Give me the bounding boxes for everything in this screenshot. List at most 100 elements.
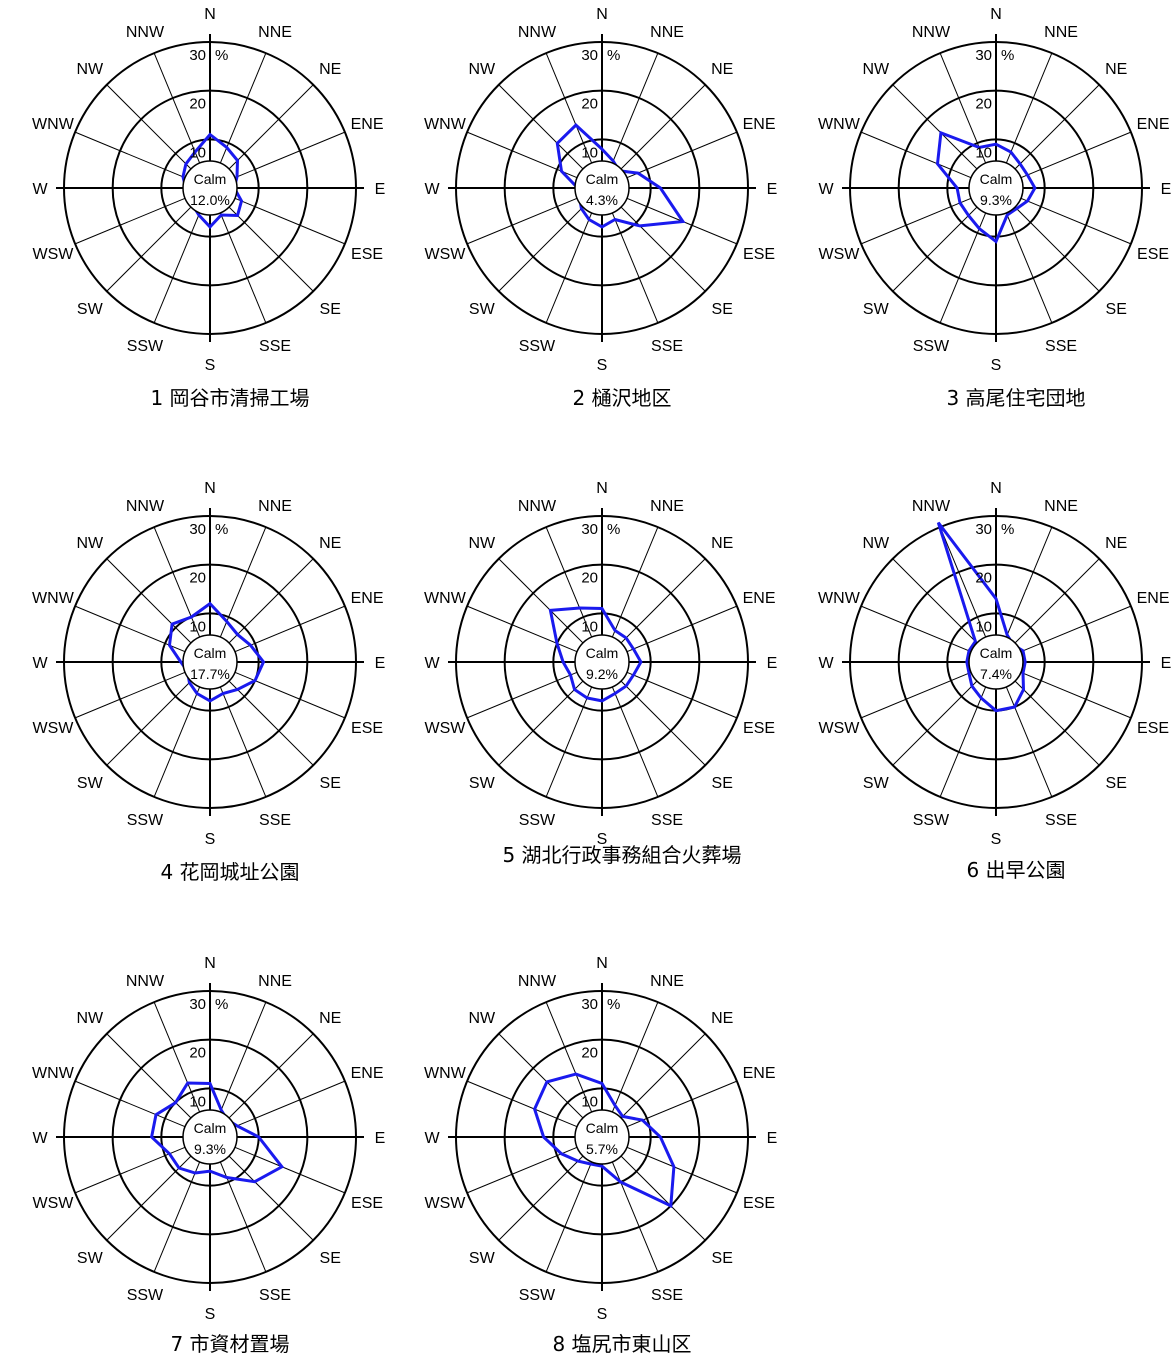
direction-label: WSW (33, 720, 75, 737)
spoke-line (1005, 526, 1053, 638)
ring-circle (946, 138, 1046, 238)
spoke-line (234, 1146, 346, 1194)
spoke-line (153, 52, 201, 164)
spoke-line (620, 84, 706, 170)
spoke-line (860, 671, 972, 719)
direction-label: SW (77, 301, 104, 318)
direction-label: NNE (650, 973, 684, 990)
spoke-line (860, 131, 972, 179)
direction-label: SW (469, 1250, 496, 1267)
spoke-line (1014, 206, 1100, 292)
direction-label: SSW (127, 1287, 164, 1304)
spoke-line (498, 84, 584, 170)
direction-label: SSE (1045, 812, 1077, 829)
direction-label: N (990, 480, 1002, 497)
spoke-line (74, 197, 186, 245)
direction-label: NE (1105, 535, 1127, 552)
spoke-line (939, 686, 987, 798)
ring-circle (111, 563, 309, 761)
ring-circle (552, 1087, 652, 1187)
spoke-line (860, 197, 972, 245)
direction-label: SE (712, 775, 733, 792)
ring-circle (455, 41, 749, 335)
direction-label: SE (320, 301, 341, 318)
calm-circle (574, 1109, 630, 1165)
ring-circle (552, 138, 652, 238)
calm-circle (968, 634, 1024, 690)
ring-label: 10 (189, 1093, 206, 1110)
direction-label: SE (320, 775, 341, 792)
spoke-line (892, 84, 978, 170)
calm-label: Calm (586, 1120, 619, 1136)
direction-label: WSW (33, 1195, 75, 1212)
spoke-line (153, 1161, 201, 1273)
spoke-line (466, 1080, 578, 1128)
spoke-line (626, 605, 738, 653)
direction-label: WSW (33, 246, 75, 263)
unit-label: % (215, 521, 228, 538)
direction-label: NW (862, 535, 890, 552)
spoke-line (860, 605, 972, 653)
ring-circle (455, 515, 749, 809)
unit-label: % (215, 996, 228, 1013)
wind-frequency-polygon (532, 1072, 676, 1209)
direction-label: ENE (743, 590, 776, 607)
direction-label: SSW (519, 812, 556, 829)
direction-label: SE (320, 1250, 341, 1267)
spoke-line (611, 526, 659, 638)
ring-label: 20 (975, 96, 992, 113)
spoke-line (892, 558, 978, 644)
wind-rose-chart: 10 20 30 % Calm 7.4% N NNE NE ENE E ESE SE SSE S SSW SW W… (818, 480, 1171, 882)
direction-label: ENE (351, 116, 384, 133)
ring-circle (63, 990, 357, 1284)
ring-circle (111, 1038, 309, 1236)
direction-label: NW (76, 1010, 104, 1027)
wind-frequency-polygon (167, 601, 266, 703)
direction-label: NNE (650, 24, 684, 41)
direction-label: E (375, 655, 386, 672)
direction-label: NW (468, 535, 496, 552)
direction-label: SW (469, 775, 496, 792)
direction-label: WNW (32, 116, 75, 133)
site-title: 7 市資材置場 (170, 1332, 289, 1356)
spoke-line (939, 526, 987, 638)
calm-value: 17.7% (190, 666, 230, 682)
direction-label: N (990, 6, 1002, 23)
direction-label: W (32, 655, 48, 672)
ring-circle (63, 515, 357, 809)
ring-label: 30 (581, 521, 598, 538)
direction-label: WSW (425, 246, 467, 263)
ring-circle (455, 990, 749, 1284)
direction-label: ENE (1137, 590, 1170, 607)
direction-label: S (205, 357, 216, 374)
site-title: 3 高尾住宅団地 (946, 386, 1085, 410)
spoke-line (620, 680, 706, 766)
wind-rose-chart: 10 20 30 % Calm 5.7% N NNE NE ENE E ESE SE SSE S SSW SW W… (424, 955, 777, 1356)
direction-label: SSW (519, 338, 556, 355)
spoke-line (219, 686, 267, 798)
direction-label: SW (469, 301, 496, 318)
spoke-line (939, 52, 987, 164)
spoke-line (1020, 131, 1132, 179)
direction-label: NNE (258, 973, 292, 990)
direction-label: NW (76, 61, 104, 78)
spoke-line (466, 1146, 578, 1194)
direction-label: NNE (1044, 24, 1078, 41)
ring-label: 10 (189, 618, 206, 635)
calm-label: Calm (194, 1120, 227, 1136)
wind-rose-chart: 10 20 30 % Calm 17.7% N NNE NE ENE E ESE SE SSE S SSW SW… (32, 480, 385, 884)
spoke-line (892, 206, 978, 292)
ring-label: 30 (975, 521, 992, 538)
direction-label: S (991, 831, 1002, 848)
direction-label: NW (468, 61, 496, 78)
spoke-line (1005, 212, 1053, 324)
calm-label: Calm (980, 645, 1013, 661)
ring-label: 30 (581, 47, 598, 64)
calm-value: 12.0% (190, 192, 230, 208)
wind-rose-chart: 10 20 30 % Calm 9.2% N NNE NE ENE E ESE SE SSE S SSW SW W… (424, 480, 777, 867)
direction-label: NNW (126, 973, 165, 990)
direction-label: ESE (351, 1195, 383, 1212)
direction-label: NNW (126, 498, 165, 515)
direction-label: NE (1105, 61, 1127, 78)
direction-label: SSW (519, 1287, 556, 1304)
